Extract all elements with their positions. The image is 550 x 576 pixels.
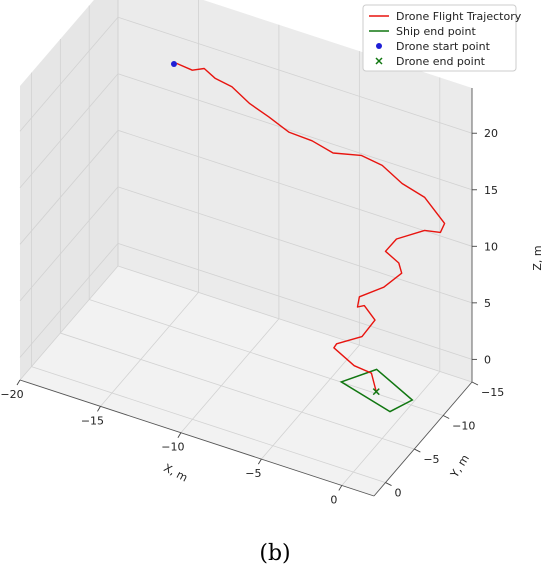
z-axis-label: Z, m [531, 245, 544, 270]
legend-label-start: Drone start point [396, 40, 491, 53]
trajectory-line-0 [176, 62, 446, 392]
grid-z-side-3 [19, 73, 119, 189]
grid-x-floor-2 [180, 318, 280, 433]
z-tick-label-2: 10 [484, 240, 498, 253]
z-tick-label-0: 0 [484, 353, 491, 366]
pane-side-wall [20, 0, 118, 380]
grid-z-side-2 [19, 130, 119, 245]
y-tick-1 [442, 415, 450, 419]
y-tick-label-2: −5 [423, 453, 439, 466]
grid-y-floor-3 [31, 366, 386, 483]
x-tick-1 [97, 406, 101, 412]
legend-marker-start [376, 43, 382, 49]
x-axis-line [19, 379, 375, 497]
x-tick-4 [338, 485, 343, 491]
x-tick-label-4: 0 [330, 493, 337, 506]
grid-z-back-1 [117, 186, 473, 304]
legend-box [362, 4, 517, 72]
grid-z-side-4 [19, 16, 119, 132]
pane-back-wall [118, 0, 472, 382]
y-axis-label: Y, m [448, 452, 473, 480]
drone-start-point-marker [170, 60, 177, 67]
x-tick-label-1: −15 [81, 414, 104, 427]
ship-end-point-outline [339, 368, 414, 413]
z-tick-label-1: 5 [484, 297, 491, 310]
x-tick-label-2: −10 [161, 441, 184, 454]
z-tick-label-4: 20 [484, 127, 498, 140]
y-tick-3 [385, 482, 392, 486]
x-tick-2 [177, 432, 182, 438]
y-tick-2 [414, 448, 421, 453]
grid-y-floor-1 [89, 299, 444, 416]
grid-x-floor-0 [19, 265, 119, 381]
grid-z-back-4 [117, 16, 473, 134]
axis-panes [20, 0, 472, 496]
x-tick-3 [257, 458, 262, 465]
axis-ticks: −20 −15 −10 −5 0 −15 −10 −5 0 0 5 10 15 20 [0, 127, 504, 506]
gridlines [19, 0, 473, 486]
x-tick-label-3: −5 [245, 467, 261, 480]
y-tick-label-0: −15 [481, 386, 504, 399]
y-tick-0 [471, 381, 479, 386]
drone-end-point-marker [372, 388, 380, 396]
legend-label-end: Drone end point [396, 55, 486, 68]
axis-edges [19, 88, 473, 497]
legend: Drone Flight Trajectory Ship end point D… [362, 4, 522, 72]
legend-label-ship: Ship end point [396, 25, 476, 38]
grid-z-side-1 [19, 186, 119, 302]
x-tick-label-0: −20 [0, 388, 23, 401]
y-axis-line [373, 381, 473, 497]
y-tick-label-3: 0 [395, 487, 402, 500]
grid-x-floor-4 [341, 371, 441, 486]
grid-z-back-3 [117, 73, 473, 191]
grid-z-back-2 [117, 129, 473, 247]
panel-label: (b) [259, 541, 291, 566]
pane-floor [20, 266, 472, 496]
grid-x-floor-3 [261, 344, 360, 460]
data-layer [170, 60, 446, 413]
z-tick-label-3: 15 [484, 184, 498, 197]
legend-label-trajectory: Drone Flight Trajectory [396, 10, 522, 23]
x-tick-0 [16, 379, 21, 386]
y-tick-label-1: −10 [452, 420, 475, 433]
legend-marker-end [375, 57, 383, 65]
x-axis-label: X, m [161, 461, 189, 484]
grid-y-floor-0 [117, 265, 473, 383]
grid-x-floor-1 [100, 292, 199, 407]
grid-z-back-0 [117, 243, 473, 360]
grid-z-side-0 [19, 243, 119, 358]
grid-y-floor-2 [60, 332, 415, 450]
